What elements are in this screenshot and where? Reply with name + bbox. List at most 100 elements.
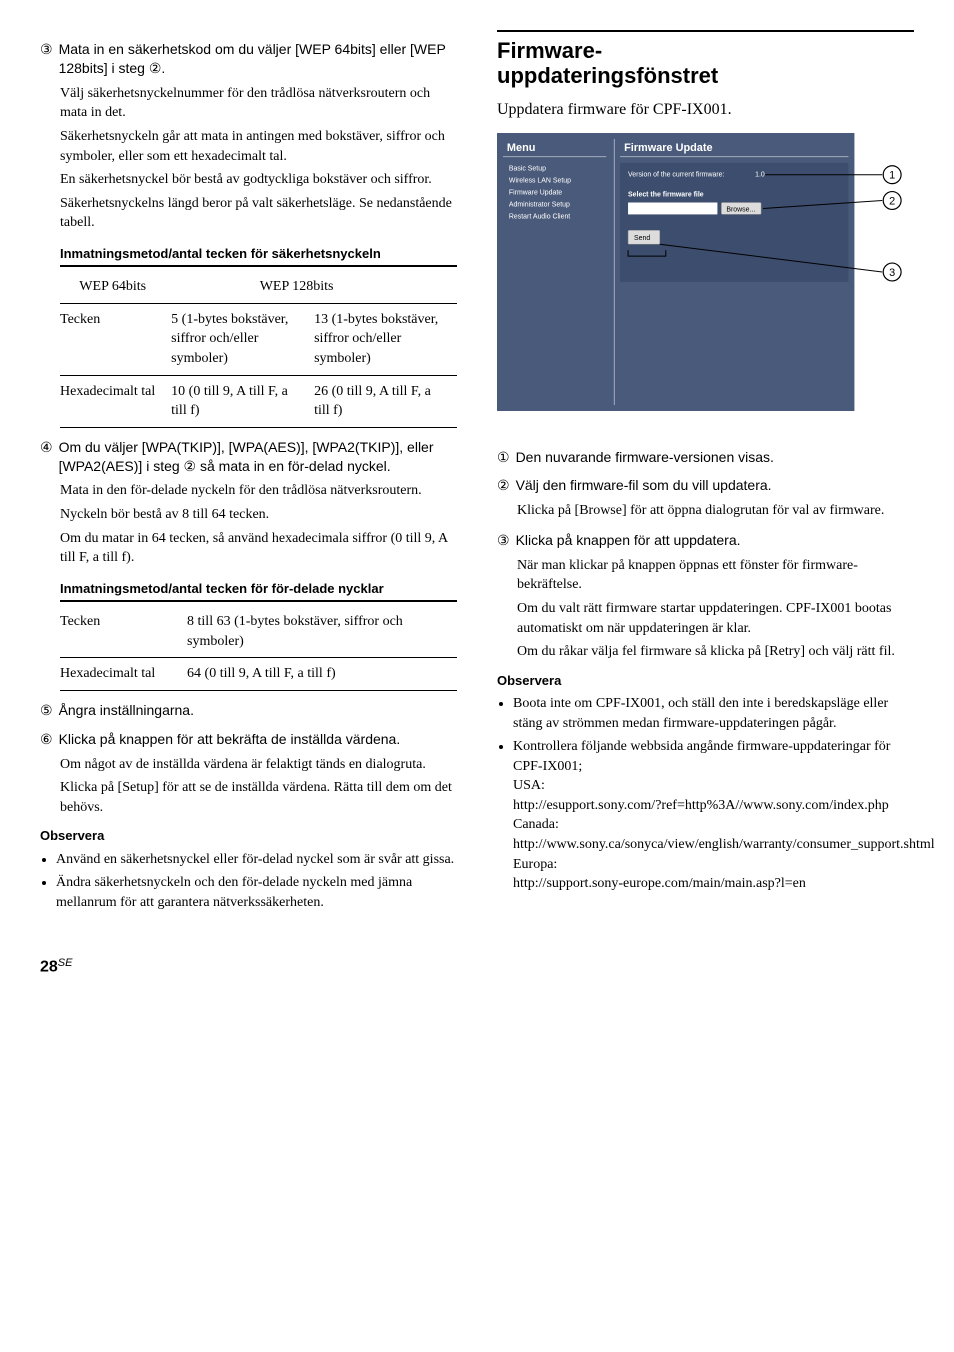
step-6: ⑥ Klicka på knappen för att bekräfta de … (40, 730, 457, 749)
menu-item[interactable]: Wireless LAN Setup (509, 178, 571, 185)
security-key-table: Hexadecimalt tal 10 (0 till 9, A till F,… (60, 378, 457, 425)
menu-item[interactable]: Firmware Update (509, 190, 562, 197)
step-number-icon: ⑥ (40, 730, 53, 749)
right-column: Firmware- uppdateringsfönstret Uppdatera… (497, 30, 914, 916)
country-label: Europa: (513, 857, 557, 872)
rule (60, 303, 457, 304)
browse-button-label: Browse... (726, 206, 755, 213)
send-button-label: Send (634, 235, 650, 242)
page-number-value: 28 (40, 959, 58, 976)
table-cell: 5 (1-bytes bokstäver, siffror och/eller … (171, 306, 314, 373)
page-container: ③ Mata in en säkerhetskod om du väljer [… (40, 30, 914, 916)
paragraph: Om du matar in 64 tecken, så använd hexa… (60, 529, 457, 568)
table-cell (60, 273, 79, 301)
menu-item[interactable]: Administrator Setup (509, 201, 570, 208)
step-5: ⑤ Ångra inställningarna. (40, 701, 457, 720)
step-title: Klicka på knappen för att uppdatera. (516, 531, 741, 550)
callout-number: 3 (889, 267, 895, 279)
screenshot-svg: Menu Basic Setup Wireless LAN Setup Firm… (497, 133, 914, 421)
table-title: Inmatningsmetod/antal tecken för för-del… (60, 580, 457, 598)
right-step-3: ③ Klicka på knappen för att uppdatera. (497, 531, 914, 550)
url-text: http://www.sony.ca/sonyca/view/english/w… (513, 837, 935, 852)
paragraph: När man klickar på knappen öppnas ett fö… (517, 556, 914, 595)
lead-text: Uppdatera firmware för CPF-IX001. (497, 99, 914, 121)
table-cell: 8 till 63 (1-bytes bokstäver, siffror oc… (187, 608, 457, 655)
paragraph: Välj säkerhetsnyckelnummer för den trådl… (60, 84, 457, 123)
list-item: Kontrollera följande webbsida angånde fi… (513, 737, 914, 894)
country-label: Canada: (513, 817, 559, 832)
paragraph: Om du råkar välja fel firmware så klicka… (517, 642, 914, 662)
step-number-icon: ④ (40, 438, 53, 476)
left-column: ③ Mata in en säkerhetskod om du väljer [… (40, 30, 457, 916)
step-3: ③ Mata in en säkerhetskod om du väljer [… (40, 40, 457, 78)
list-item: Ändra säkerhetsnyckeln och den för-delad… (56, 873, 457, 912)
step-number-icon: ⑤ (40, 701, 53, 720)
step-number-icon: ① (497, 448, 510, 467)
callout-number: 2 (889, 195, 895, 207)
table-cell: Hexadecimalt tal (60, 660, 187, 688)
step-title: Om du väljer [WPA(TKIP)], [WPA(AES)], [W… (59, 438, 457, 476)
step-number-icon: ② (497, 476, 510, 495)
version-value: 1.0 (755, 172, 765, 179)
country-label: USA: (513, 778, 545, 793)
table-cell: WEP 64bits (79, 273, 259, 301)
callout-number: 1 (889, 170, 895, 182)
page-suffix: SE (58, 957, 73, 969)
paragraph: Klicka på [Setup] för att se de inställd… (60, 778, 457, 817)
table-cell: 26 (0 till 9, A till F, a till f) (314, 378, 457, 425)
step-number-icon: ③ (497, 531, 510, 550)
step-number-icon: ③ (40, 40, 53, 78)
file-input[interactable] (628, 202, 717, 214)
table-cell: WEP 128bits (260, 273, 457, 301)
security-key-table: WEP 64bits WEP 128bits (60, 273, 457, 301)
url-text: http://support.sony-europe.com/main/main… (513, 876, 806, 891)
menu-item[interactable]: Basic Setup (509, 166, 546, 173)
rule (60, 427, 457, 428)
table-cell: 64 (0 till 9, A till F, a till f) (187, 660, 457, 688)
step-4: ④ Om du väljer [WPA(TKIP)], [WPA(AES)], … (40, 438, 457, 476)
table-cell: 13 (1-bytes bokstäver, siffror och/eller… (314, 306, 457, 373)
table-cell: Tecken (60, 608, 187, 655)
select-file-label: Select the firmware file (628, 192, 704, 199)
rule (60, 265, 457, 267)
paragraph: Säkerhetsnyckelns längd beror på valt sä… (60, 194, 457, 233)
security-key-table: Tecken 5 (1-bytes bokstäver, siffror och… (60, 306, 457, 373)
menu-item[interactable]: Restart Audio Client (509, 213, 570, 220)
paragraph: Om du valt rätt firmware startar uppdate… (517, 599, 914, 638)
heading-line: Firmware- (497, 38, 602, 63)
step-title: Klicka på knappen för att bekräfta de in… (59, 730, 401, 749)
paragraph: Säkerhetsnyckeln går att mata in antinge… (60, 127, 457, 166)
rule (60, 657, 457, 658)
paragraph: Om något av de inställda värdena är fela… (60, 755, 457, 775)
rule (60, 600, 457, 602)
observera-list: Använd en säkerhetsnyckel eller för-dela… (40, 850, 457, 913)
table-title: Inmatningsmetod/antal tecken för säkerhe… (60, 245, 457, 263)
url-text: http://esupport.sony.com/?ref=http%3A//w… (513, 798, 889, 813)
observera-heading: Observera (497, 672, 914, 690)
list-item: Boota inte om CPF-IX001, och ställ den i… (513, 694, 914, 733)
rule (60, 375, 457, 376)
page-number: 28SE (40, 956, 914, 979)
step-title: Välj den firmware-fil som du vill update… (516, 476, 772, 495)
preshared-key-table: Hexadecimalt tal 64 (0 till 9, A till F,… (60, 660, 457, 688)
right-step-2: ② Välj den firmware-fil som du vill upda… (497, 476, 914, 495)
section-heading: Firmware- uppdateringsfönstret (497, 30, 914, 89)
rule (60, 690, 457, 691)
table-cell: 10 (0 till 9, A till F, a till f) (171, 378, 314, 425)
paragraph: Nyckeln bör bestå av 8 till 64 tecken. (60, 505, 457, 525)
panel-title: Firmware Update (624, 142, 713, 154)
heading-line: uppdateringsfönstret (497, 63, 718, 88)
observera-list: Boota inte om CPF-IX001, och ställ den i… (497, 694, 914, 894)
paragraph: En säkerhetsnyckel bör bestå av godtyckl… (60, 170, 457, 190)
observera-heading: Observera (40, 827, 457, 845)
list-item: Använd en säkerhetsnyckel eller för-dela… (56, 850, 457, 870)
menu-title: Menu (507, 142, 535, 154)
right-step-1: ① Den nuvarande firmware-versionen visas… (497, 448, 914, 467)
preshared-key-table: Tecken 8 till 63 (1-bytes bokstäver, sif… (60, 608, 457, 655)
list-text: Kontrollera följande webbsida angånde fi… (513, 739, 890, 774)
step-title: Den nuvarande firmware-versionen visas. (516, 448, 774, 467)
firmware-screenshot: Menu Basic Setup Wireless LAN Setup Firm… (497, 133, 914, 428)
version-label: Version of the current firmware: (628, 172, 724, 179)
step-title: Mata in en säkerhetskod om du väljer [WE… (59, 40, 457, 78)
paragraph: Mata in den för-delade nyckeln för den t… (60, 481, 457, 501)
